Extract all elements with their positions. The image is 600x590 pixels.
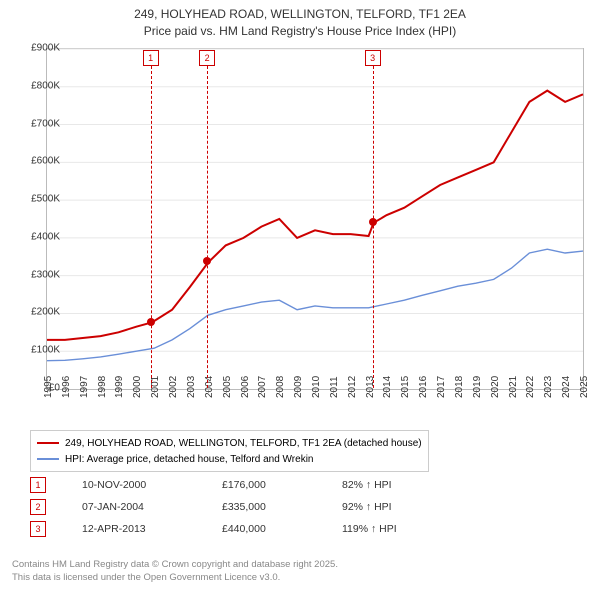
marker-vline xyxy=(207,66,208,388)
x-axis-label: 2023 xyxy=(543,376,554,398)
x-axis-label: 2005 xyxy=(222,376,233,398)
footer-line1: Contains HM Land Registry data © Crown c… xyxy=(12,559,338,571)
x-axis-label: 1999 xyxy=(114,376,125,398)
x-axis-label: 2009 xyxy=(293,376,304,398)
marker-vline xyxy=(373,66,374,388)
x-axis-label: 1997 xyxy=(79,376,90,398)
transaction-date: 10-NOV-2000 xyxy=(82,479,222,491)
legend-label: HPI: Average price, detached house, Telf… xyxy=(65,454,314,465)
x-axis-label: 2024 xyxy=(561,376,572,398)
x-axis-label: 2013 xyxy=(365,376,376,398)
transaction-row: 2 07-JAN-2004£335,00092% ↑ HPI xyxy=(30,496,482,518)
chart-svg xyxy=(47,49,583,389)
x-axis-label: 2012 xyxy=(347,376,358,398)
chart-container: 249, HOLYHEAD ROAD, WELLINGTON, TELFORD,… xyxy=(0,0,600,590)
x-axis-label: 2011 xyxy=(329,376,340,398)
x-axis-label: 1996 xyxy=(61,376,72,398)
x-axis-label: 2019 xyxy=(472,376,483,398)
y-axis-label: £600K xyxy=(16,156,60,167)
legend-row: HPI: Average price, detached house, Telf… xyxy=(37,451,422,467)
x-axis-label: 2007 xyxy=(257,376,268,398)
legend-swatch xyxy=(37,442,59,444)
x-axis-label: 2015 xyxy=(400,376,411,398)
marker-vline xyxy=(151,66,152,388)
y-axis-label: £900K xyxy=(16,43,60,54)
x-axis-label: 2006 xyxy=(240,376,251,398)
x-axis-label: 2016 xyxy=(418,376,429,398)
y-axis-label: £100K xyxy=(16,345,60,356)
transaction-pct: 119% ↑ HPI xyxy=(342,523,482,535)
y-axis-label: £200K xyxy=(16,307,60,318)
x-axis-label: 2001 xyxy=(150,376,161,398)
plot-area xyxy=(46,48,584,390)
x-axis-label: 2020 xyxy=(490,376,501,398)
title-line2: Price paid vs. HM Land Registry's House … xyxy=(0,23,600,40)
x-axis-label: 2022 xyxy=(525,376,536,398)
data-point-dot xyxy=(203,257,211,265)
legend-label: 249, HOLYHEAD ROAD, WELLINGTON, TELFORD,… xyxy=(65,438,422,449)
x-axis-label: 2000 xyxy=(132,376,143,398)
footer-line2: This data is licensed under the Open Gov… xyxy=(12,572,338,584)
x-axis-label: 2004 xyxy=(204,376,215,398)
marker-box: 1 xyxy=(143,50,159,66)
x-axis-label: 1998 xyxy=(97,376,108,398)
legend-swatch xyxy=(37,458,59,459)
x-axis-label: 2014 xyxy=(382,376,393,398)
footer: Contains HM Land Registry data © Crown c… xyxy=(12,559,338,584)
x-axis-label: 2010 xyxy=(311,376,322,398)
x-axis-label: 2002 xyxy=(168,376,179,398)
x-axis-label: 2008 xyxy=(275,376,286,398)
transaction-date: 07-JAN-2004 xyxy=(82,501,222,513)
transaction-pct: 92% ↑ HPI xyxy=(342,501,482,513)
x-axis-label: 2003 xyxy=(186,376,197,398)
transaction-marker-box: 3 xyxy=(30,521,46,537)
legend-row: 249, HOLYHEAD ROAD, WELLINGTON, TELFORD,… xyxy=(37,435,422,451)
y-axis-label: £800K xyxy=(16,80,60,91)
x-axis-label: 2021 xyxy=(508,376,519,398)
series-line xyxy=(47,91,583,340)
x-axis-label: 2025 xyxy=(579,376,590,398)
x-axis-label: 1995 xyxy=(43,376,54,398)
transactions-table: 1 10-NOV-2000£176,00082% ↑ HPI 2 07-JAN-200… xyxy=(30,474,482,540)
y-axis-label: £400K xyxy=(16,231,60,242)
x-axis-label: 2018 xyxy=(454,376,465,398)
transaction-date: 12-APR-2013 xyxy=(82,523,222,535)
title-line1: 249, HOLYHEAD ROAD, WELLINGTON, TELFORD,… xyxy=(0,6,600,23)
y-axis-label: £500K xyxy=(16,194,60,205)
title-block: 249, HOLYHEAD ROAD, WELLINGTON, TELFORD,… xyxy=(0,0,600,40)
transaction-pct: 82% ↑ HPI xyxy=(342,479,482,491)
transaction-price: £176,000 xyxy=(222,479,342,491)
legend: 249, HOLYHEAD ROAD, WELLINGTON, TELFORD,… xyxy=(30,430,429,472)
x-axis-label: 2017 xyxy=(436,376,447,398)
transaction-price: £335,000 xyxy=(222,501,342,513)
transaction-price: £440,000 xyxy=(222,523,342,535)
marker-box: 3 xyxy=(365,50,381,66)
transaction-row: 1 10-NOV-2000£176,00082% ↑ HPI xyxy=(30,474,482,496)
series-line xyxy=(47,249,583,361)
y-axis-label: £300K xyxy=(16,269,60,280)
transaction-marker-box: 2 xyxy=(30,499,46,515)
marker-box: 2 xyxy=(199,50,215,66)
transaction-marker-box: 1 xyxy=(30,477,46,493)
data-point-dot xyxy=(147,318,155,326)
data-point-dot xyxy=(369,218,377,226)
y-axis-label: £700K xyxy=(16,118,60,129)
transaction-row: 3 12-APR-2013£440,000119% ↑ HPI xyxy=(30,518,482,540)
